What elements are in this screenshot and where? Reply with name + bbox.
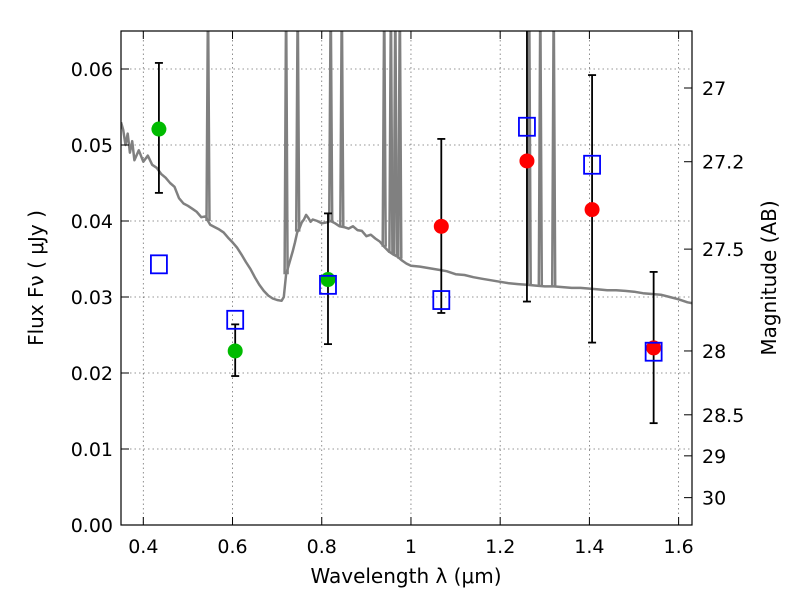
y2-axis-title: Magnitude (AB) [757, 200, 781, 355]
y-axis-title: Flux Fν ( μJy ) [24, 210, 48, 346]
photometry-point [151, 121, 167, 137]
photometry-point [519, 153, 535, 169]
plot-frame [120, 30, 693, 526]
model-square-marker [319, 274, 337, 295]
y-axis: 0.00 0.01 0.02 0.03 0.04 0.05 0.06 [71, 59, 129, 537]
spectrum-continuum [121, 121, 692, 305]
model-square-marker [583, 154, 601, 175]
spectrum-emission-line [294, 31, 301, 232]
data-markers [150, 116, 663, 362]
spectrum-emission-line [550, 31, 557, 287]
model-square-marker [150, 254, 168, 275]
y2-tick-label: 27 [702, 78, 726, 100]
x-tick-label: 0.8 [307, 536, 337, 558]
photometry-point [646, 340, 662, 356]
model-square-marker [518, 116, 536, 137]
model-square-marker [432, 290, 451, 310]
y2-tick-label: 30 [702, 488, 726, 510]
photometry-point [584, 202, 600, 218]
y2-tick-label: 29 [702, 446, 726, 468]
x-tick-label: 0.4 [128, 536, 158, 558]
spectrum-emission-line [526, 31, 532, 286]
error-bars [154, 31, 658, 425]
spectrum-emission-line [388, 31, 394, 253]
model-square-marker [644, 341, 663, 362]
model-square-marker [226, 309, 245, 330]
x-axis-title: Wavelength λ (μm) [310, 564, 501, 588]
x-tick-label: 1.4 [574, 536, 604, 558]
x-tick-label: 1 [405, 536, 417, 558]
y-tick-label: 0.02 [71, 363, 113, 385]
y2-tick-label: 28.5 [702, 405, 744, 427]
spectrum-emission-line [392, 31, 399, 256]
x-tick-label: 0.6 [217, 536, 247, 558]
y2-tick-label: 27.2 [702, 152, 744, 174]
x-tick-label: 1.2 [485, 536, 515, 558]
y-tick-label: 0.05 [71, 135, 113, 157]
y-tick-label: 0.01 [71, 439, 113, 461]
y2-tick-label: 27.5 [702, 239, 744, 261]
y-tick-label: 0.04 [71, 211, 113, 233]
y-tick-label: 0.06 [71, 59, 113, 81]
photometry-point [320, 272, 336, 288]
spectrum-emission-line [339, 31, 345, 227]
y-tick-label: 0.00 [71, 515, 113, 537]
y2-axis: 27 27.2 27.5 28 28.5 29 30 [684, 78, 744, 510]
spectrum-emission-line [397, 31, 403, 259]
spectrum-emission-line [537, 31, 544, 287]
spectrum-emission-line [283, 31, 289, 275]
x-tick-label: 1.6 [664, 536, 694, 558]
model-spectrum [121, 31, 692, 305]
y2-tick-label: 28 [702, 341, 726, 363]
spectrum-emission-line [381, 31, 387, 247]
spectrum-emission-line [205, 31, 211, 222]
photometry-point [227, 343, 243, 359]
photometry-point [433, 218, 449, 234]
x-axis: 0.4 0.6 0.8 1 1.2 1.4 1.6 [128, 31, 694, 558]
y-tick-label: 0.03 [71, 287, 113, 309]
spectrum-emission-line [327, 31, 334, 222]
